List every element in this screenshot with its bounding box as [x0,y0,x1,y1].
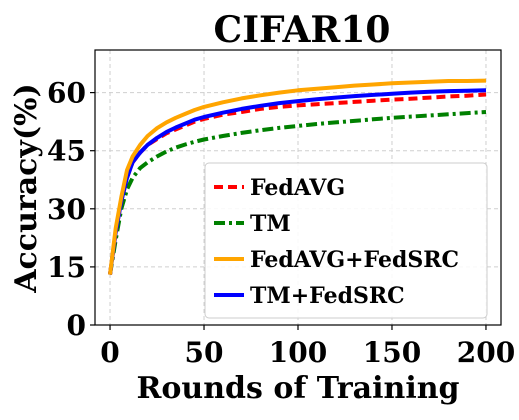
series-line-tm-fedsrc [108,88,487,275]
y-tick-label: 60 [47,77,86,110]
y-tick-label: 45 [47,135,86,168]
legend-label: FedAVG [250,175,345,201]
series-line-fedavg-fedsrc [108,78,487,275]
legend: FedAVG TM FedAVG+FedSRC TM+FedSRC [204,162,488,319]
y-tick-label: 15 [47,251,86,284]
series-layer [108,78,487,275]
x-tick-label: 100 [269,336,327,369]
x-axis-label: Rounds of Training [136,371,459,406]
legend-label: TM+FedSRC [250,283,405,309]
x-tick-label: 50 [185,336,224,369]
x-tick-label: 200 [457,336,515,369]
y-tick-label: 0 [67,309,86,342]
legend-label: TM [250,211,291,237]
x-tick-label: 150 [363,336,421,369]
y-tick-label: 30 [47,193,86,226]
tick-labels: 0 50 100 150 200 0 15 30 45 60 [47,77,515,369]
x-tick-label: 0 [100,336,119,369]
series-line-tm [108,110,487,275]
legend-box [204,162,488,319]
y-axis-label: Accuracy(%) [9,83,44,293]
legend-label: FedAVG+FedSRC [250,247,459,273]
chart-title: CIFAR10 [214,9,391,51]
